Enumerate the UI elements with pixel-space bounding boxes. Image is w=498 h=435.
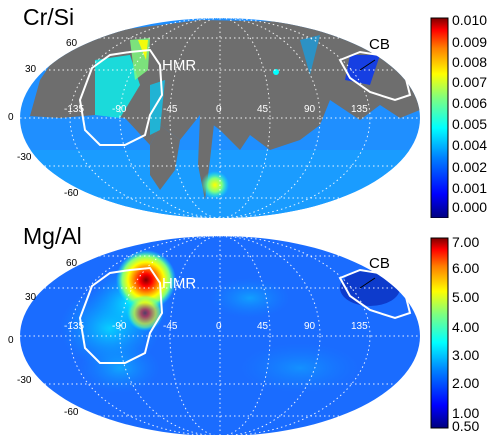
hmr-region-outline	[78, 48, 164, 146]
mg-al-title: Mg/Al	[23, 223, 82, 249]
lat-label-30: 30	[25, 292, 37, 303]
lon-label-minus45: -45	[163, 104, 178, 115]
colorbar-tick: 3.00	[452, 347, 480, 363]
lon-label-135: 135	[351, 321, 368, 332]
lon-label-0: 0	[216, 321, 222, 332]
colorbar-tick: 0.50	[452, 418, 480, 434]
lon-label-90: 90	[304, 104, 316, 115]
lat-label-0: 0	[8, 335, 14, 346]
lat-label-minus30: -30	[17, 375, 32, 386]
lat-label-60: 60	[66, 38, 78, 49]
colorbar-tick: 0.002	[452, 159, 488, 175]
hmr-label: HMR	[162, 57, 197, 74]
hmr-region-outline	[78, 266, 164, 364]
mg-al-map	[20, 236, 449, 435]
lon-label-90: 90	[304, 321, 316, 332]
mg-al-colorbar	[430, 237, 449, 429]
lon-label-45: 45	[257, 321, 269, 332]
colorbar-tick: 0.008	[452, 54, 488, 70]
cr-si-panel: Cr/Si HMR CB 60 30 0 -30 -60 -135 -90 -4…	[8, 4, 488, 218]
cb-label: CB	[369, 36, 390, 53]
colorbar-tick: 2.00	[452, 375, 480, 391]
cr-si-colorbar	[430, 17, 449, 218]
cb-region-outline	[338, 268, 412, 320]
cb-region-outline	[338, 50, 412, 102]
lon-label-0: 0	[216, 104, 222, 115]
cr-si-title: Cr/Si	[23, 4, 75, 30]
colorbar-tick: 0.010	[452, 12, 488, 28]
cr-si-map	[20, 17, 449, 218]
colorbar-tick: 0.009	[452, 34, 488, 50]
lat-label-minus60: -60	[64, 188, 79, 199]
colorbar-tick: 0.007	[452, 74, 488, 90]
colorbar-tick: 6.00	[452, 260, 480, 276]
lat-label-60: 60	[66, 258, 78, 269]
lon-label-45: 45	[257, 104, 269, 115]
colorbar-tick: 0.001	[452, 180, 488, 196]
colorbar-tick: 0.000	[452, 199, 488, 215]
colorbar-tick: 0.004	[452, 137, 488, 153]
colorbar-tick: 0.005	[452, 116, 488, 132]
colorbar-tick: 5.00	[452, 289, 480, 305]
lon-label-minus135: -135	[64, 104, 85, 115]
mg-al-panel: Mg/Al HMR CB 60 30 0 -30 -60 -135 -90 -4…	[0, 218, 498, 435]
colorbar-tick: 4.00	[452, 319, 480, 335]
hmr-label: HMR	[162, 275, 197, 292]
lon-label-minus45: -45	[163, 321, 178, 332]
lat-label-30: 30	[25, 64, 37, 75]
lon-label-135: 135	[351, 104, 368, 115]
lat-label-minus30: -30	[17, 152, 32, 163]
colorbar-tick: 1.00	[452, 405, 480, 421]
lat-label-0: 0	[8, 112, 14, 123]
colorbar-tick: 7.00	[452, 234, 480, 250]
lon-label-minus90: -90	[112, 104, 127, 115]
lon-label-minus135: -135	[64, 321, 85, 332]
lat-label-minus60: -60	[64, 407, 79, 418]
colorbar-tick: 0.006	[452, 95, 488, 111]
lon-label-minus90: -90	[112, 321, 127, 332]
cb-label: CB	[369, 255, 390, 272]
